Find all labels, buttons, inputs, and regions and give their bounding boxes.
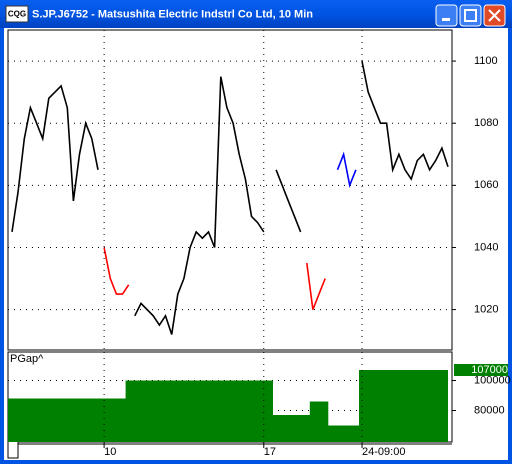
x-tick-label: 10: [104, 446, 116, 458]
legend-label: PGap^: [10, 353, 44, 365]
last-value-label: 107000: [471, 364, 508, 376]
minimize-glyph: [442, 18, 450, 21]
x-tick-label: 24-09:00: [362, 446, 405, 458]
plot: 1020 1040 1060 1080 1100 80000 100000 PGap^ 1070…: [8, 30, 511, 458]
price-line: [103, 247, 326, 310]
y-tick-label: 1100: [474, 55, 498, 67]
y-tick-label: 1080: [474, 117, 498, 129]
title-bar: [0, 0, 512, 28]
last-value-box: [454, 364, 508, 376]
x-tick-label: 17: [264, 446, 276, 458]
window-title: S.JP.J6752 - Matsushita Electric Indstrl…: [32, 8, 313, 20]
y-tick-label: 1040: [474, 241, 498, 253]
window-buttons: [435, 4, 506, 27]
maximize-glyph: [464, 9, 477, 22]
pgap-area: [8, 370, 448, 442]
close-glyph: [488, 9, 501, 22]
y-tick-label: 100000: [474, 374, 511, 386]
maximize-button[interactable]: [459, 4, 482, 27]
price-panel: [7, 29, 453, 351]
app-icon: [5, 5, 29, 23]
y-tick-label: 80000: [474, 404, 505, 416]
y-tick-label: 1060: [474, 179, 498, 191]
app-icon-text: CQG: [8, 10, 26, 19]
minimize-button[interactable]: [435, 4, 458, 27]
y-tick-label: 1020: [474, 304, 498, 316]
price-line: [336, 151, 357, 189]
price-line: [11, 60, 449, 335]
